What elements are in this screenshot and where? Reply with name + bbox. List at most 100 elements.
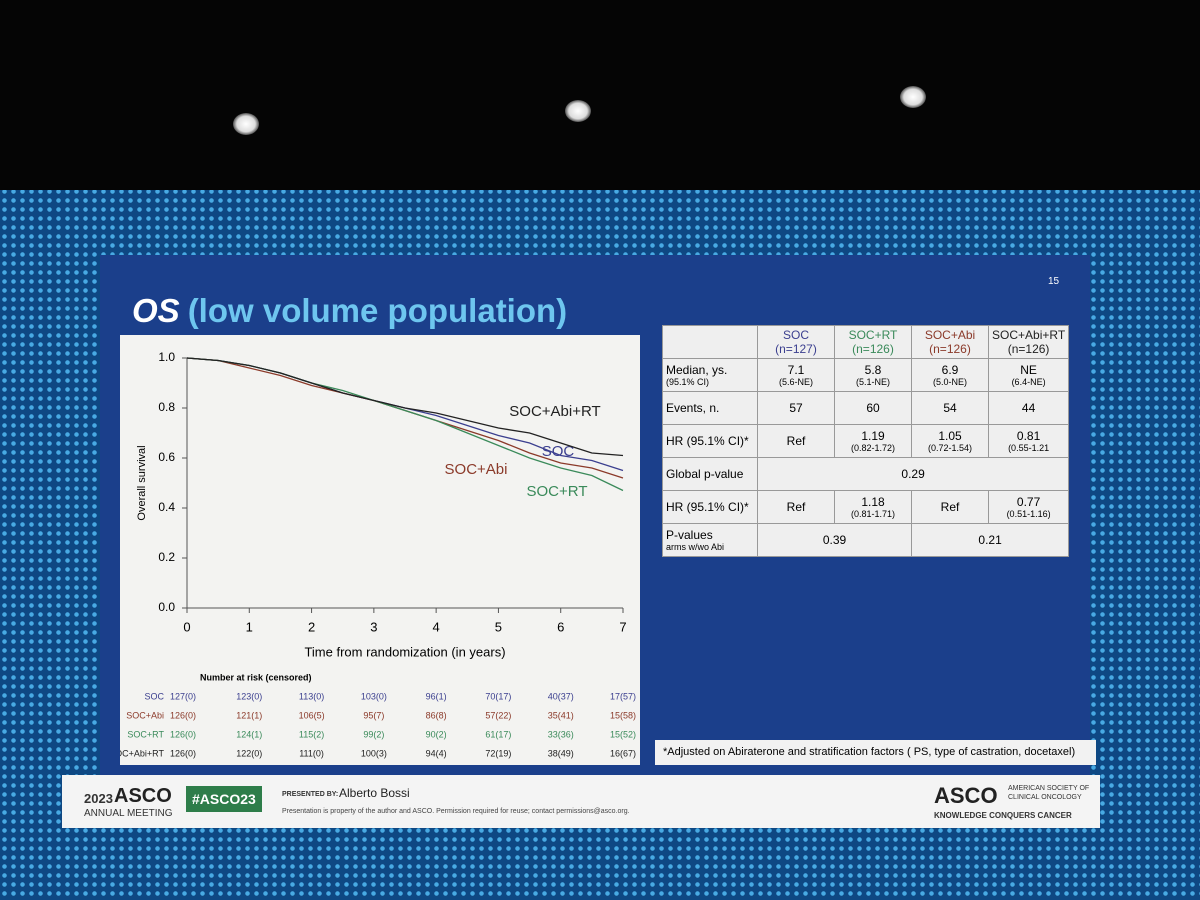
risk-value: 126(0) xyxy=(170,748,196,758)
cell-value: 60 xyxy=(866,401,880,415)
table-row: HR (95.1% CI)* Ref 1.19 (0.82-1.72) 1.05 (0.7… xyxy=(662,424,1070,458)
y-tick-label: 0.6 xyxy=(158,450,175,464)
header-cell: SOC (n=127) xyxy=(757,325,835,359)
row-label-line: HR (95.1% CI)* xyxy=(666,434,749,448)
risk-value: 40(37) xyxy=(548,691,574,701)
cell-value: Ref xyxy=(786,500,806,514)
x-axis-label: Time from randomization (in years) xyxy=(304,644,505,659)
cell-value: 1.05 xyxy=(938,429,962,443)
cell-value: 0.81 xyxy=(1016,429,1041,443)
curve-label: SOC+RT xyxy=(527,483,588,500)
row-label-line: Median, ys. xyxy=(666,363,728,377)
footnote: *Adjusted on Abiraterone and stratificat… xyxy=(655,740,1096,765)
header-cell: SOC+RT (n=126) xyxy=(834,325,912,359)
row-label: P-values arms w/wo Abi xyxy=(662,523,758,557)
x-tick-label: 2 xyxy=(308,619,315,634)
table-cell: 1.05 (0.72-1.54) xyxy=(911,424,989,458)
footer-meeting: ANNUAL MEETING xyxy=(84,808,173,819)
header-cell: SOC+Abi+RT (n=126) xyxy=(987,325,1070,359)
row-label: Global p-value xyxy=(662,457,758,491)
cell-value: 0.77 xyxy=(1016,495,1041,509)
chart: 0.0 0.2 0.4 0.6 0.8 1.0 0 1 2 3 4 5 6 7 Time from rand… xyxy=(109,350,636,758)
table-cell: 7.1 (5.6-NE) xyxy=(757,358,835,392)
column-n: (n=127) xyxy=(775,342,817,356)
cell-ci: (0.82-1.72) xyxy=(850,443,896,453)
column-n: (n=126) xyxy=(1007,342,1050,356)
risk-value: 61(17) xyxy=(485,729,511,739)
risk-value: 15(52) xyxy=(610,729,636,739)
table-cell: 0.21 xyxy=(910,523,1070,557)
row-label-line: P-values xyxy=(666,528,713,542)
risk-value: 115(2) xyxy=(299,729,324,739)
cell-value: 1.19 xyxy=(861,429,885,443)
table-cell: 0.81 (0.55-1.21 xyxy=(987,424,1070,458)
x-tick-label: 3 xyxy=(370,619,377,634)
cell-value: 0.21 xyxy=(978,533,1002,547)
cell-ci: (0.55-1.21 xyxy=(1008,443,1050,453)
cell-value: 1.18 xyxy=(861,495,885,509)
table-cell: 54 xyxy=(911,391,989,425)
y-tick-label: 0.4 xyxy=(158,500,175,514)
slide-number: 15 xyxy=(1048,276,1060,287)
column-n: (n=126) xyxy=(929,342,971,356)
footer-org-line: CLINICAL ONCOLOGY xyxy=(1008,794,1082,801)
row-label: HR (95.1% CI)* xyxy=(662,424,758,458)
cell-value: 7.1 xyxy=(787,363,805,377)
risk-value: 86(8) xyxy=(426,710,447,720)
footer-org-line: AMERICAN SOCIETY OF xyxy=(1008,785,1090,792)
risk-value: 15(58) xyxy=(610,710,636,720)
footer-year: 2023 xyxy=(84,791,113,806)
row-label: Median, ys. (95.1% CI) xyxy=(662,358,758,392)
table-cell: 1.19 (0.82-1.72) xyxy=(834,424,912,458)
footer-brand: ASCO xyxy=(114,785,172,807)
risk-value: 72(19) xyxy=(485,748,511,758)
cell-value: 0.39 xyxy=(822,533,847,547)
chart-panel: 0.0 0.2 0.4 0.6 0.8 1.0 0 1 2 3 4 5 6 7 Time from rand… xyxy=(109,335,640,765)
risk-value: 33(36) xyxy=(548,729,574,739)
curve-label: SOC+Abi+RT xyxy=(509,403,600,420)
risk-row-label: SOC+Abi xyxy=(126,710,164,720)
footer-presenter: Alberto Bossi xyxy=(339,786,410,800)
table-row: Global p-value 0.29 xyxy=(662,457,1070,491)
cell-ci: (6.4-NE) xyxy=(1011,377,1046,387)
risk-value: 127(0) xyxy=(170,691,196,701)
table-header: SOC (n=127) SOC+RT (n=126) SOC+Abi (n=126) SOC… xyxy=(662,325,1070,359)
header-empty xyxy=(662,325,758,359)
row-label-line: HR (95.1% CI)* xyxy=(666,500,749,514)
survival-curve xyxy=(186,357,624,457)
cell-ci: (5.6-NE) xyxy=(778,377,813,387)
cell-value: 5.8 xyxy=(864,363,882,377)
column-n: (n=126) xyxy=(852,342,894,356)
row-label: HR (95.1% CI)* xyxy=(662,490,758,524)
x-tick-label: 6 xyxy=(557,619,564,634)
y-tick-label: 1.0 xyxy=(158,350,175,364)
curve-label: SOC+Abi xyxy=(445,461,508,478)
risk-value: 16(67) xyxy=(610,748,636,758)
risk-value: 126(0) xyxy=(170,710,196,720)
risk-value: 106(5) xyxy=(299,710,325,720)
table-cell: NE (6.4-NE) xyxy=(987,358,1070,392)
table-cell: 5.8 (5.1-NE) xyxy=(834,358,912,392)
risk-value: 122(0) xyxy=(236,748,262,758)
table-cell: 0.39 xyxy=(757,523,912,557)
results-table: SOC (n=127) SOC+RT (n=126) SOC+Abi (n=126) SOC… xyxy=(662,325,1070,557)
cell-value: 0.29 xyxy=(901,467,925,481)
footer-hashtag: #ASCO23 xyxy=(186,786,262,812)
cell-value: Ref xyxy=(786,434,806,448)
cell-value: 44 xyxy=(1021,401,1036,415)
risk-value: 17(57) xyxy=(610,691,636,701)
lamp xyxy=(900,86,926,108)
column-name: SOC+RT xyxy=(848,328,898,342)
table-cell: 0.77 (0.51-1.16) xyxy=(987,490,1070,524)
footer-presented-by: PRESENTED BY: xyxy=(282,791,339,798)
cell-value: 6.9 xyxy=(941,363,959,377)
row-label: Events, n. xyxy=(662,391,758,425)
risk-value: 70(17) xyxy=(485,691,511,701)
y-tick-label: 0.8 xyxy=(158,400,175,414)
row-label-line: (95.1% CI) xyxy=(666,377,710,387)
risk-value: 90(2) xyxy=(426,729,447,739)
y-axis-label: Overall survival xyxy=(136,445,148,520)
risk-value: 126(0) xyxy=(170,729,196,739)
cell-value: Ref xyxy=(940,500,960,514)
